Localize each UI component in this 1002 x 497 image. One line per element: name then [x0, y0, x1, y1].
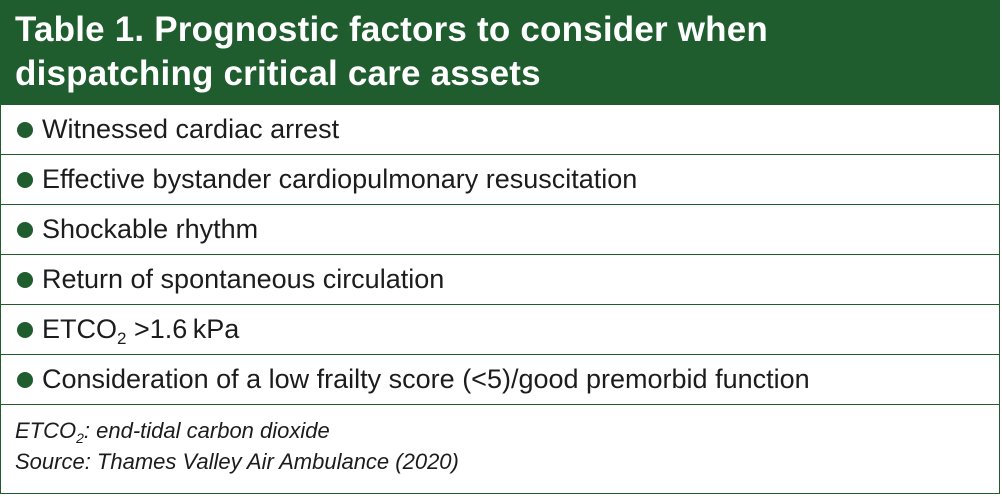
- table-footnote: ETCO2: end-tidal carbon dioxide Source: …: [1, 405, 999, 477]
- bullet-icon: [17, 221, 33, 238]
- table-row: Consideration of a low frailty score (<5…: [1, 355, 999, 405]
- table-row: Return of spontaneous circulation: [1, 255, 999, 305]
- subscript-2: 2: [117, 329, 127, 348]
- abbreviation-note: ETCO2: end-tidal carbon dioxide: [15, 415, 985, 446]
- etco-threshold: >1.6 kPa: [126, 314, 240, 344]
- table-row: Effective bystander cardiopulmonary resu…: [1, 155, 999, 205]
- table-row: Shockable rhythm: [1, 205, 999, 255]
- table-title-line-1: Table 1. Prognostic factors to consider …: [15, 10, 769, 49]
- bullet-icon: [17, 371, 33, 388]
- row-text-etco2: ETCO2 >1.6 kPa: [42, 314, 240, 348]
- row-text: Consideration of a low frailty score (<5…: [42, 364, 810, 394]
- source-note: Source: Thames Valley Air Ambulance (202…: [15, 449, 459, 474]
- row-text: Witnessed cardiac arrest: [42, 114, 340, 144]
- abbrev-subscript: 2: [76, 430, 84, 446]
- table-title: Table 1. Prognostic factors to consider …: [1, 1, 999, 105]
- bullet-icon: [17, 321, 33, 338]
- table-row: ETCO2 >1.6 kPa: [1, 305, 999, 355]
- row-text: Return of spontaneous circulation: [42, 264, 445, 294]
- table-title-line-2: dispatching critical care assets: [15, 54, 541, 93]
- row-text: Effective bystander cardiopulmonary resu…: [42, 164, 638, 194]
- etco-term: ETCO: [42, 314, 118, 344]
- bullet-icon: [17, 171, 33, 188]
- abbrev-definition: : end-tidal carbon dioxide: [83, 418, 330, 443]
- bullet-icon: [17, 271, 33, 288]
- abbrev-term: ETCO: [15, 418, 77, 443]
- table-row: Witnessed cardiac arrest: [1, 105, 999, 155]
- bullet-icon: [17, 121, 33, 138]
- row-text: Shockable rhythm: [42, 214, 259, 244]
